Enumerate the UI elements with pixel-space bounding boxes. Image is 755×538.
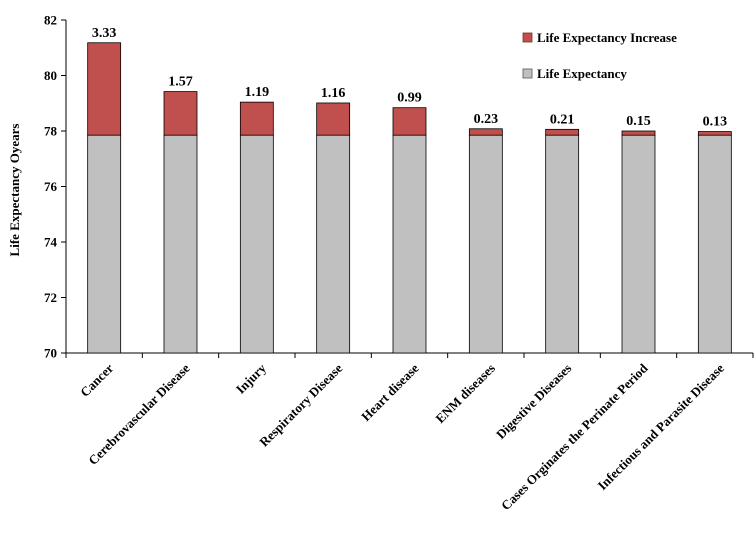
bar-life-expectancy-increase <box>87 42 122 136</box>
y-axis-title: Life Expectancy Oyears <box>7 124 22 257</box>
bar-life-expectancy <box>621 134 656 354</box>
bar-life-expectancy <box>239 134 274 354</box>
bar-life-expectancy <box>87 134 122 354</box>
data-label: 1.16 <box>321 86 346 101</box>
data-label: 0.21 <box>550 112 575 127</box>
bar-life-expectancy-increase <box>316 102 351 136</box>
legend-label-increase: Life Expectancy Increase <box>537 30 677 45</box>
bar-life-expectancy-increase <box>392 107 427 136</box>
legend-swatch-life-expectancy <box>522 68 533 79</box>
x-category-label: Heart disease <box>358 360 422 424</box>
data-label: 0.13 <box>703 115 728 130</box>
y-tick-label: 78 <box>44 124 58 139</box>
bar-life-expectancy <box>316 134 351 354</box>
bar-life-expectancy <box>468 134 503 354</box>
legend: Life Expectancy Increase Life Expectancy <box>522 30 677 81</box>
bar-life-expectancy-increase <box>468 128 503 136</box>
data-label: 1.19 <box>245 85 270 100</box>
y-tick-label: 74 <box>44 235 58 250</box>
data-label: 0.99 <box>397 91 422 106</box>
bar-life-expectancy <box>545 134 580 354</box>
data-label: 3.33 <box>92 26 117 41</box>
bars <box>87 42 732 354</box>
y-tick-label: 76 <box>44 179 58 194</box>
legend-swatch-increase <box>522 32 533 43</box>
bar-life-expectancy <box>392 134 427 354</box>
bar-life-expectancy-increase <box>697 131 732 136</box>
y-tick-label: 82 <box>44 13 57 28</box>
bar-life-expectancy-increase <box>621 130 656 136</box>
x-category-label: Digestive Diseases <box>493 361 574 442</box>
y-tick-label: 80 <box>44 68 57 83</box>
bar-life-expectancy-increase <box>163 91 198 136</box>
y-tick-label: 72 <box>44 290 57 305</box>
x-category-label: ENM diseases <box>432 361 498 427</box>
data-label: 1.57 <box>168 75 193 90</box>
data-label: 0.15 <box>626 114 651 129</box>
bar-life-expectancy-increase <box>545 128 580 136</box>
x-category-label: Cancer <box>77 360 116 399</box>
bar-life-expectancy <box>697 134 732 354</box>
x-category-label: Cases Orginates the Perinate Period <box>498 360 651 513</box>
bar-life-expectancy <box>163 134 198 354</box>
data-label: 0.23 <box>474 112 499 127</box>
x-category-label: Infectious and Parasite Disease <box>595 360 728 493</box>
x-category-label: Injury <box>233 360 269 396</box>
legend-label-life-expectancy: Life Expectancy <box>537 66 627 81</box>
x-category-label: Respiratory Disease <box>256 360 345 449</box>
y-tick-label: 70 <box>44 346 57 361</box>
bar-life-expectancy-increase <box>239 101 274 136</box>
data-labels: 3.33 1.57 1.19 1.16 0.99 0.23 0.21 0.15 0.13 <box>92 26 727 130</box>
